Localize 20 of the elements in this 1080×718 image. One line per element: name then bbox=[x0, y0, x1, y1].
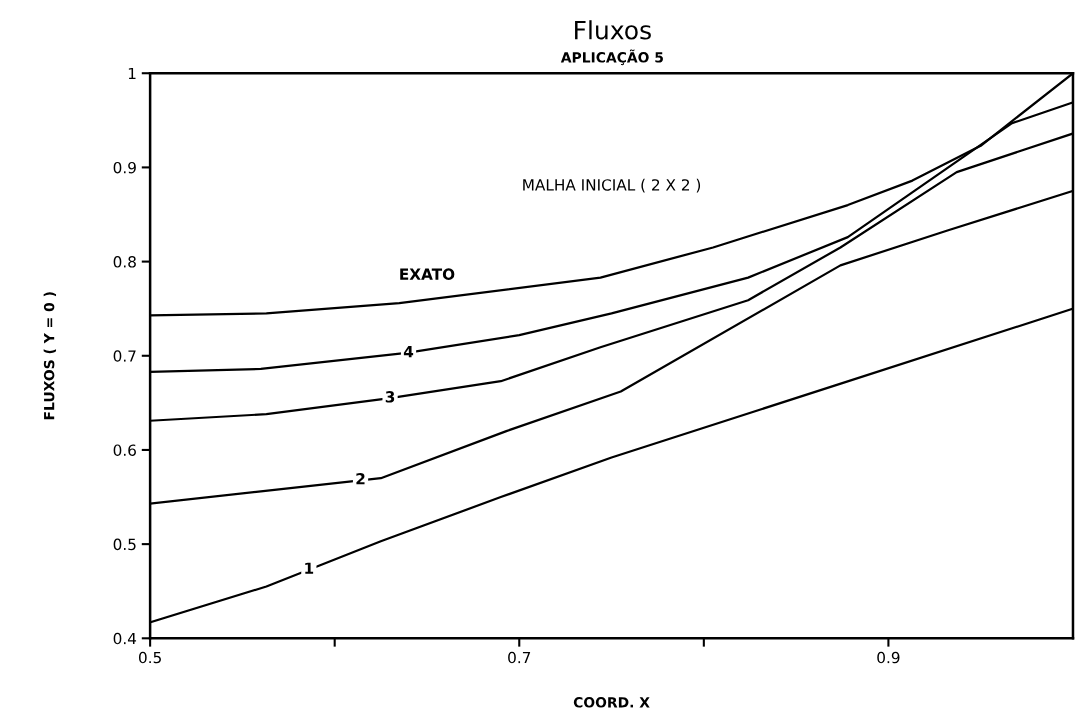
x-tick-label: 0.9 bbox=[877, 651, 900, 664]
x-tick-label: 0.5 bbox=[138, 651, 161, 664]
y-tick-label: 0.9 bbox=[113, 161, 136, 174]
annotation: 1 bbox=[305, 562, 314, 574]
x-tick-label: 0.7 bbox=[508, 651, 531, 664]
x-axis-title: COORD. X bbox=[573, 697, 650, 708]
annotation: 4 bbox=[403, 346, 414, 358]
chart-title: Fluxos bbox=[575, 20, 651, 40]
y-tick-label: 0.8 bbox=[113, 256, 136, 268]
y-tick-label: 1 bbox=[128, 67, 136, 80]
chart-subtitle: APLICAÇÃO 5 bbox=[560, 49, 663, 66]
annotation: 2 bbox=[356, 472, 365, 485]
y-tick-label: 0.7 bbox=[113, 350, 136, 362]
annotation: 3 bbox=[385, 391, 395, 403]
series-label: EXATO bbox=[400, 268, 455, 280]
y-tick-label: 0.6 bbox=[113, 444, 136, 456]
y-tick-label: 0.5 bbox=[113, 538, 136, 551]
y-tick-label: 0.4 bbox=[113, 632, 137, 645]
annotation: MALHA INICIAL ( 2 X 2 ) bbox=[523, 178, 701, 193]
y-axis-title: FLUXOS ( Y = 0 ) bbox=[43, 292, 57, 420]
